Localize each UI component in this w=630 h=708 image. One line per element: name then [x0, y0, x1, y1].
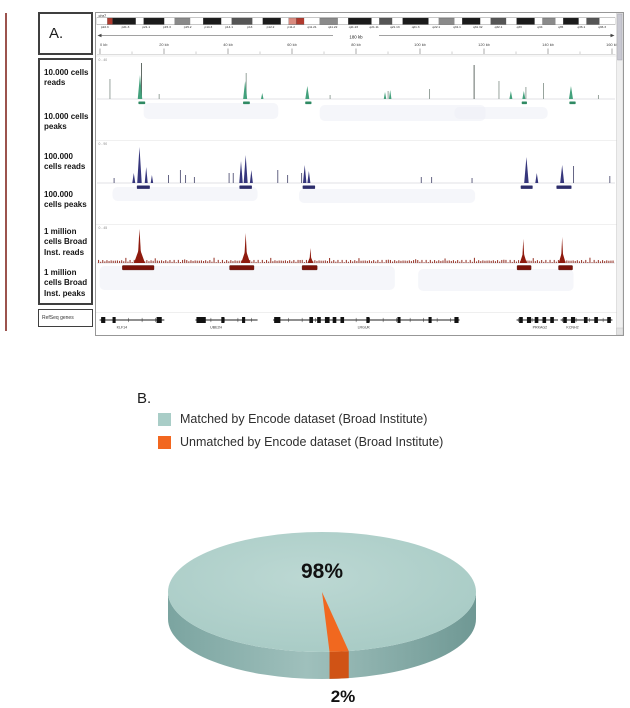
svg-text:140 kb: 140 kb [542, 42, 554, 47]
track-label: 10.000 cells reads [44, 68, 89, 88]
svg-text:KCNH2: KCNH2 [566, 326, 578, 330]
svg-text:p22.3: p22.3 [101, 25, 109, 29]
track-2-1-million-cells-broad-inst-reads: 0 - 45 [97, 226, 615, 291]
svg-text:0 - 40: 0 - 40 [99, 58, 108, 62]
legend-label: Matched by Encode dataset (Broad Institu… [180, 412, 428, 426]
track-label: 100.000 cells reads [44, 152, 86, 172]
svg-text:p14.3: p14.3 [204, 25, 212, 29]
svg-text:q21.13: q21.13 [390, 25, 400, 29]
svg-text:0 kb: 0 kb [100, 42, 107, 47]
ideogram: chr7 p22.3 p21.3 p21.1 p15.3 p15.2 p14.3 p14.1 p… [96, 13, 616, 29]
svg-text:p14.1: p14.1 [225, 25, 233, 29]
svg-text:q36.1: q36.1 [577, 25, 585, 29]
legend-item: Unmatched by Encode dataset (Broad Insti… [158, 435, 443, 449]
svg-text:q22.1: q22.1 [432, 25, 440, 29]
track-label: 100.000 cells peaks [44, 190, 87, 210]
svg-text:PRKAG2: PRKAG2 [533, 326, 548, 330]
pie-svg: 98% 2% [168, 532, 476, 706]
svg-text:q11.21: q11.21 [307, 25, 317, 29]
svg-text:q21.11: q21.11 [370, 25, 380, 29]
track-1-100-000-cells-reads: 0 - 90 [96, 142, 623, 225]
svg-text:q11.23: q11.23 [349, 25, 359, 29]
pie-label-majority: 98% [301, 560, 343, 583]
pie-legend: Matched by Encode dataset (Broad Institu… [158, 412, 443, 458]
gene-track-label: RefSeq genes [42, 315, 74, 321]
pie-label-minority: 2% [331, 687, 356, 706]
legend-swatch [158, 435, 171, 449]
svg-text:q34: q34 [537, 25, 542, 29]
refseq-gene-track: KLF14 UBE2H LRGUK PRKAG2 KCNH2 [96, 312, 623, 330]
panel-a-label-box: A. [38, 12, 93, 55]
scrollbar [616, 13, 623, 335]
svg-text:p21.1: p21.1 [142, 25, 150, 29]
igv-svg: chr7 p22.3 p21.3 p21.1 p15.3 p15.2 p14.3 p14.1 p… [96, 13, 623, 335]
svg-text:p21.3: p21.3 [122, 25, 130, 29]
panel-a-label: A. [49, 25, 64, 42]
svg-text:160 kb: 160 kb [606, 42, 618, 47]
svg-text:q11.22: q11.22 [328, 25, 338, 29]
pie-chart: 98% 2% [140, 512, 504, 708]
track-label: 10.000 cells peaks [44, 112, 89, 132]
svg-text:100 kb: 100 kb [414, 42, 426, 47]
legend-item: Matched by Encode dataset (Broad Institu… [158, 412, 443, 426]
track-label: 1 million cells Broad Inst. peaks [44, 268, 88, 298]
svg-text:p12.2: p12.2 [267, 25, 275, 29]
svg-text:LRGUK: LRGUK [358, 326, 371, 330]
svg-text:0 - 90: 0 - 90 [99, 142, 108, 146]
svg-text:120 kb: 120 kb [478, 42, 490, 47]
svg-text:q31.32: q31.32 [473, 25, 483, 29]
track-labels-box: 10.000 cells reads 10.000 cells peaks 100.… [38, 58, 93, 305]
svg-text:KLF14: KLF14 [117, 326, 128, 330]
svg-text:UBE2H: UBE2H [210, 326, 222, 330]
svg-text:p11.2: p11.2 [287, 25, 295, 29]
legend-swatch [158, 412, 171, 426]
svg-text:p15.3: p15.3 [163, 25, 171, 29]
svg-text:80 kb: 80 kb [351, 42, 361, 47]
svg-text:q31.1: q31.1 [453, 25, 461, 29]
region-ruler: 180 kb 0 kb 20 kb 40 kb 60 kb 80 kb 100 kb 120 … [96, 32, 623, 57]
panel-b-label: B. [137, 390, 152, 407]
svg-text:40 kb: 40 kb [223, 42, 233, 47]
gene-track-label-box: RefSeq genes [38, 309, 93, 327]
track-label: 1 million cells Broad Inst. reads [44, 227, 88, 257]
svg-text:q35: q35 [558, 25, 563, 29]
svg-text:q36.3: q36.3 [598, 25, 606, 29]
svg-text:q21.3: q21.3 [412, 25, 420, 29]
track-0-10-000-cells-reads: 0 - 40 [96, 58, 623, 141]
svg-text:q32.1: q32.1 [495, 25, 503, 29]
svg-text:20 kb: 20 kb [159, 42, 169, 47]
svg-text:180 kb: 180 kb [349, 35, 363, 40]
svg-text:p15.2: p15.2 [184, 25, 192, 29]
svg-text:0 - 45: 0 - 45 [99, 226, 108, 230]
legend-label: Unmatched by Encode dataset (Broad Insti… [180, 435, 444, 449]
svg-text:p13: p13 [247, 25, 252, 29]
igv-browser-panel: chr7 p22.3 p21.3 p21.1 p15.3 p15.2 p14.3 p14.1 p… [95, 12, 624, 336]
svg-text:q33: q33 [517, 25, 522, 29]
svg-text:chr7: chr7 [99, 13, 108, 18]
svg-text:60 kb: 60 kb [287, 42, 297, 47]
panel-a-left-rule [5, 13, 7, 331]
